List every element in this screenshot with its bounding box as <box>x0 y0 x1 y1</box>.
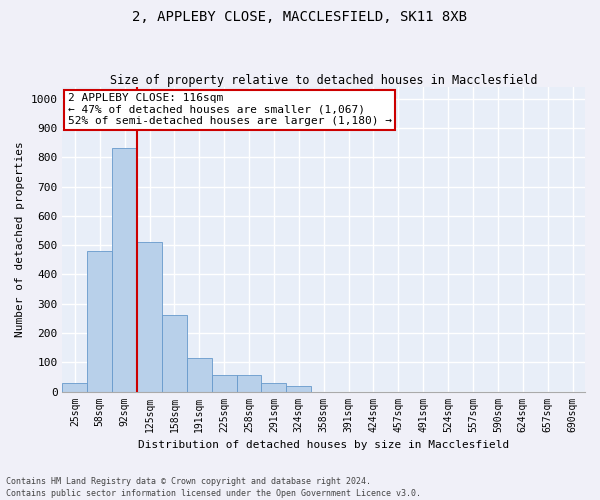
Bar <box>88 251 112 392</box>
X-axis label: Distribution of detached houses by size in Macclesfield: Distribution of detached houses by size … <box>138 440 509 450</box>
Text: 2 APPLEBY CLOSE: 116sqm
← 47% of detached houses are smaller (1,067)
52% of semi: 2 APPLEBY CLOSE: 116sqm ← 47% of detache… <box>68 93 392 126</box>
Bar <box>212 376 236 392</box>
Bar <box>112 148 137 392</box>
Bar <box>62 383 88 392</box>
Bar <box>236 376 262 392</box>
Title: Size of property relative to detached houses in Macclesfield: Size of property relative to detached ho… <box>110 74 538 87</box>
Bar <box>187 358 212 392</box>
Bar <box>262 383 286 392</box>
Bar <box>162 316 187 392</box>
Bar <box>137 242 162 392</box>
Text: 2, APPLEBY CLOSE, MACCLESFIELD, SK11 8XB: 2, APPLEBY CLOSE, MACCLESFIELD, SK11 8XB <box>133 10 467 24</box>
Y-axis label: Number of detached properties: Number of detached properties <box>15 142 25 337</box>
Text: Contains HM Land Registry data © Crown copyright and database right 2024.
Contai: Contains HM Land Registry data © Crown c… <box>6 476 421 498</box>
Bar <box>286 386 311 392</box>
